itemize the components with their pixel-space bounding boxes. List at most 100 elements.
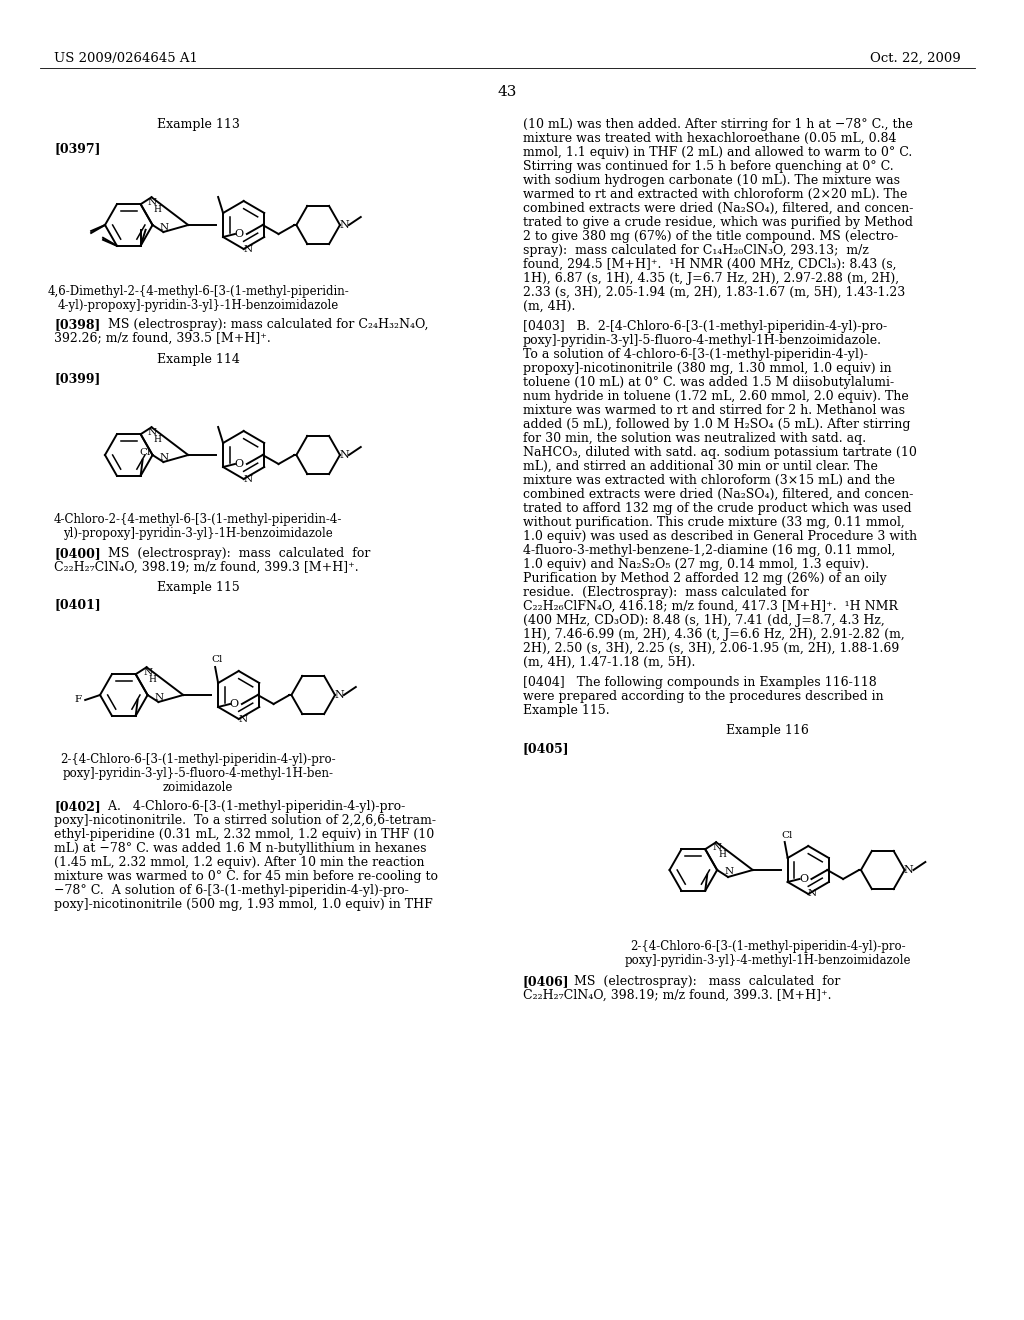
Text: poxy]-nicotinonitrile.  To a stirred solution of 2,2,6,6-tetram-: poxy]-nicotinonitrile. To a stirred solu… bbox=[54, 814, 436, 828]
Text: Cl: Cl bbox=[211, 656, 223, 664]
Text: for 30 min, the solution was neutralized with satd. aq.: for 30 min, the solution was neutralized… bbox=[523, 432, 866, 445]
Text: H: H bbox=[154, 205, 162, 214]
Text: poxy]-pyridin-3-yl}-4-methyl-1H-benzoimidazole: poxy]-pyridin-3-yl}-4-methyl-1H-benzoimi… bbox=[625, 954, 911, 968]
Text: poxy]-pyridin-3-yl]-5-fluoro-4-methyl-1H-benzoimidazole.: poxy]-pyridin-3-yl]-5-fluoro-4-methyl-1H… bbox=[523, 334, 882, 347]
Text: O: O bbox=[229, 700, 239, 709]
Text: N: N bbox=[155, 693, 164, 701]
Text: Purification by Method 2 afforded 12 mg (26%) of an oily: Purification by Method 2 afforded 12 mg … bbox=[523, 572, 887, 585]
Text: (1.45 mL, 2.32 mmol, 1.2 equiv). After 10 min the reaction: (1.45 mL, 2.32 mmol, 1.2 equiv). After 1… bbox=[54, 855, 425, 869]
Text: num hydride in toluene (1.72 mL, 2.60 mmol, 2.0 equiv). The: num hydride in toluene (1.72 mL, 2.60 mm… bbox=[523, 389, 908, 403]
Text: warmed to rt and extracted with chloroform (2×20 mL). The: warmed to rt and extracted with chlorofo… bbox=[523, 187, 907, 201]
Text: found, 294.5 [M+H]⁺.  ¹H NMR (400 MHz, CDCl₃): 8.43 (s,: found, 294.5 [M+H]⁺. ¹H NMR (400 MHz, CD… bbox=[523, 257, 896, 271]
Text: poxy]-pyridin-3-yl}-5-fluoro-4-methyl-1H-ben-: poxy]-pyridin-3-yl}-5-fluoro-4-methyl-1H… bbox=[62, 767, 334, 780]
Text: spray):  mass calculated for C₁₄H₂₀ClN₃O, 293.13;  m/z: spray): mass calculated for C₁₄H₂₀ClN₃O,… bbox=[523, 244, 868, 257]
Text: [0400]: [0400] bbox=[54, 546, 101, 560]
Text: Oct. 22, 2009: Oct. 22, 2009 bbox=[870, 51, 961, 65]
Text: Cl: Cl bbox=[139, 449, 151, 457]
Text: MS  (electrospray):  mass  calculated  for: MS (electrospray): mass calculated for bbox=[100, 546, 371, 560]
Text: 2.33 (s, 3H), 2.05-1.94 (m, 2H), 1.83-1.67 (m, 5H), 1.43-1.23: 2.33 (s, 3H), 2.05-1.94 (m, 2H), 1.83-1.… bbox=[523, 286, 905, 300]
Text: ethyl-piperidine (0.31 mL, 2.32 mmol, 1.2 equiv) in THF (10: ethyl-piperidine (0.31 mL, 2.32 mmol, 1.… bbox=[54, 828, 435, 841]
Text: N: N bbox=[808, 890, 817, 899]
Text: N: N bbox=[339, 450, 349, 459]
Text: N: N bbox=[334, 690, 344, 700]
Text: [0402]: [0402] bbox=[54, 800, 101, 813]
Text: N: N bbox=[243, 474, 252, 483]
Text: mixture was extracted with chloroform (3×15 mL) and the: mixture was extracted with chloroform (3… bbox=[523, 474, 895, 487]
Text: Example 115: Example 115 bbox=[157, 581, 240, 594]
Text: O: O bbox=[234, 228, 244, 239]
Text: Example 115.: Example 115. bbox=[523, 704, 609, 717]
Text: NaHCO₃, diluted with satd. aq. sodium potassium tartrate (10: NaHCO₃, diluted with satd. aq. sodium po… bbox=[523, 446, 916, 459]
Text: [0401]: [0401] bbox=[54, 598, 101, 611]
Text: Cl: Cl bbox=[781, 830, 793, 840]
Text: yl)-propoxy]-pyridin-3-yl}-1H-benzoimidazole: yl)-propoxy]-pyridin-3-yl}-1H-benzoimida… bbox=[63, 527, 333, 540]
Text: MS (electrospray): mass calculated for C₂₄H₃₂N₄O,: MS (electrospray): mass calculated for C… bbox=[100, 318, 428, 331]
Text: [0398]: [0398] bbox=[54, 318, 100, 331]
Text: F: F bbox=[75, 696, 82, 705]
Text: mixture was warmed to 0° C. for 45 min before re-cooling to: mixture was warmed to 0° C. for 45 min b… bbox=[54, 870, 438, 883]
Text: combined extracts were dried (Na₂SO₄), filtered, and concen-: combined extracts were dried (Na₂SO₄), f… bbox=[523, 202, 913, 215]
Text: 4-yl)-propoxy]-pyridin-3-yl}-1H-benzoimidazole: 4-yl)-propoxy]-pyridin-3-yl}-1H-benzoimi… bbox=[57, 300, 339, 312]
Text: N: N bbox=[160, 453, 169, 462]
Text: toluene (10 mL) at 0° C. was added 1.5 M diisobutylalumi-: toluene (10 mL) at 0° C. was added 1.5 M… bbox=[523, 376, 894, 389]
Text: (10 mL) was then added. After stirring for 1 h at −78° C., the: (10 mL) was then added. After stirring f… bbox=[523, 117, 912, 131]
Text: mmol, 1.1 equiv) in THF (2 mL) and allowed to warm to 0° C.: mmol, 1.1 equiv) in THF (2 mL) and allow… bbox=[523, 147, 912, 158]
Text: [0404]   The following compounds in Examples 116-118: [0404] The following compounds in Exampl… bbox=[523, 676, 877, 689]
Text: [0399]: [0399] bbox=[54, 372, 100, 385]
Text: 2-{4-Chloro-6-[3-(1-methyl-piperidin-4-yl)-pro-: 2-{4-Chloro-6-[3-(1-methyl-piperidin-4-y… bbox=[60, 752, 336, 766]
Text: N: N bbox=[160, 223, 169, 231]
Text: mL) at −78° C. was added 1.6 M n-butyllithium in hexanes: mL) at −78° C. was added 1.6 M n-butylli… bbox=[54, 842, 427, 855]
Text: propoxy]-nicotinonitrile (380 mg, 1.30 mmol, 1.0 equiv) in: propoxy]-nicotinonitrile (380 mg, 1.30 m… bbox=[523, 362, 892, 375]
Text: mL), and stirred an additional 30 min or until clear. The: mL), and stirred an additional 30 min or… bbox=[523, 459, 878, 473]
Text: (400 MHz, CD₃OD): 8.48 (s, 1H), 7.41 (dd, J=8.7, 4.3 Hz,: (400 MHz, CD₃OD): 8.48 (s, 1H), 7.41 (dd… bbox=[523, 614, 885, 627]
Text: O: O bbox=[799, 874, 808, 884]
Text: N: N bbox=[903, 865, 913, 875]
Text: (m, 4H), 1.47-1.18 (m, 5H).: (m, 4H), 1.47-1.18 (m, 5H). bbox=[523, 656, 695, 669]
Text: N: N bbox=[724, 867, 733, 876]
Text: mixture was treated with hexachloroethane (0.05 mL, 0.84: mixture was treated with hexachloroethan… bbox=[523, 132, 896, 145]
Text: residue.  (Electrospray):  mass calculated for: residue. (Electrospray): mass calculated… bbox=[523, 586, 809, 599]
Text: H: H bbox=[154, 434, 162, 444]
Text: C₂₂H₂₆ClFN₄O, 416.18; m/z found, 417.3 [M+H]⁺.  ¹H NMR: C₂₂H₂₆ClFN₄O, 416.18; m/z found, 417.3 [… bbox=[523, 601, 898, 612]
Text: combined extracts were dried (Na₂SO₄), filtered, and concen-: combined extracts were dried (Na₂SO₄), f… bbox=[523, 488, 913, 502]
Text: 4,6-Dimethyl-2-{4-methyl-6-[3-(1-methyl-piperidin-: 4,6-Dimethyl-2-{4-methyl-6-[3-(1-methyl-… bbox=[47, 285, 349, 298]
Text: N: N bbox=[339, 220, 349, 230]
Text: 2-{4-Chloro-6-[3-(1-methyl-piperidin-4-yl)-pro-: 2-{4-Chloro-6-[3-(1-methyl-piperidin-4-y… bbox=[630, 940, 905, 953]
Text: with sodium hydrogen carbonate (10 mL). The mixture was: with sodium hydrogen carbonate (10 mL). … bbox=[523, 174, 900, 187]
Text: without purification. This crude mixture (33 mg, 0.11 mmol,: without purification. This crude mixture… bbox=[523, 516, 905, 529]
Text: N: N bbox=[148, 428, 157, 437]
Text: 1H), 7.46-6.99 (m, 2H), 4.36 (t, J=6.6 Hz, 2H), 2.91-2.82 (m,: 1H), 7.46-6.99 (m, 2H), 4.36 (t, J=6.6 H… bbox=[523, 628, 905, 642]
Text: trated to give a crude residue, which was purified by Method: trated to give a crude residue, which wa… bbox=[523, 216, 913, 228]
Text: [0397]: [0397] bbox=[54, 143, 101, 154]
Text: N: N bbox=[239, 714, 247, 723]
Text: H: H bbox=[148, 675, 157, 684]
Text: N: N bbox=[143, 668, 153, 677]
Text: Example 114: Example 114 bbox=[157, 352, 240, 366]
Text: C₂₂H₂₇ClN₄O, 398.19; m/z found, 399.3 [M+H]⁺.: C₂₂H₂₇ClN₄O, 398.19; m/z found, 399.3 [M… bbox=[54, 561, 359, 574]
Text: N: N bbox=[243, 244, 252, 253]
Text: (m, 4H).: (m, 4H). bbox=[523, 300, 575, 313]
Text: Stirring was continued for 1.5 h before quenching at 0° C.: Stirring was continued for 1.5 h before … bbox=[523, 160, 894, 173]
Text: 2H), 2.50 (s, 3H), 2.25 (s, 3H), 2.06-1.95 (m, 2H), 1.88-1.69: 2H), 2.50 (s, 3H), 2.25 (s, 3H), 2.06-1.… bbox=[523, 642, 899, 655]
Text: trated to afford 132 mg of the crude product which was used: trated to afford 132 mg of the crude pro… bbox=[523, 502, 911, 515]
Text: 1H), 6.87 (s, 1H), 4.35 (t, J=6.7 Hz, 2H), 2.97-2.88 (m, 2H),: 1H), 6.87 (s, 1H), 4.35 (t, J=6.7 Hz, 2H… bbox=[523, 272, 899, 285]
Text: 392.26; m/z found, 393.5 [M+H]⁺.: 392.26; m/z found, 393.5 [M+H]⁺. bbox=[54, 333, 271, 345]
Text: N: N bbox=[713, 842, 722, 851]
Text: 1.0 equiv) was used as described in General Procedure 3 with: 1.0 equiv) was used as described in Gene… bbox=[523, 531, 918, 543]
Text: O: O bbox=[234, 459, 244, 469]
Text: Example 116: Example 116 bbox=[726, 723, 809, 737]
Text: [0405]: [0405] bbox=[523, 742, 569, 755]
Text: poxy]-nicotinonitrile (500 mg, 1.93 mmol, 1.0 equiv) in THF: poxy]-nicotinonitrile (500 mg, 1.93 mmol… bbox=[54, 898, 433, 911]
Text: To a solution of 4-chloro-6-[3-(1-methyl-piperidin-4-yl)-: To a solution of 4-chloro-6-[3-(1-methyl… bbox=[523, 348, 868, 360]
Text: were prepared according to the procedures described in: were prepared according to the procedure… bbox=[523, 690, 884, 704]
Text: US 2009/0264645 A1: US 2009/0264645 A1 bbox=[54, 51, 199, 65]
Text: N: N bbox=[148, 198, 157, 207]
Text: [0403]   B.  2-[4-Chloro-6-[3-(1-methyl-piperidin-4-yl)-pro-: [0403] B. 2-[4-Chloro-6-[3-(1-methyl-pip… bbox=[523, 319, 887, 333]
Text: A.   4-Chloro-6-[3-(1-methyl-piperidin-4-yl)-pro-: A. 4-Chloro-6-[3-(1-methyl-piperidin-4-y… bbox=[100, 800, 406, 813]
Text: H: H bbox=[718, 850, 726, 859]
Text: Example 113: Example 113 bbox=[157, 117, 240, 131]
Text: mixture was warmed to rt and stirred for 2 h. Methanol was: mixture was warmed to rt and stirred for… bbox=[523, 404, 905, 417]
Text: −78° C.  A solution of 6-[3-(1-methyl-piperidin-4-yl)-pro-: −78° C. A solution of 6-[3-(1-methyl-pip… bbox=[54, 884, 410, 898]
Text: MS  (electrospray):   mass  calculated  for: MS (electrospray): mass calculated for bbox=[565, 975, 840, 987]
Text: added (5 mL), followed by 1.0 M H₂SO₄ (5 mL). After stirring: added (5 mL), followed by 1.0 M H₂SO₄ (5… bbox=[523, 418, 910, 432]
